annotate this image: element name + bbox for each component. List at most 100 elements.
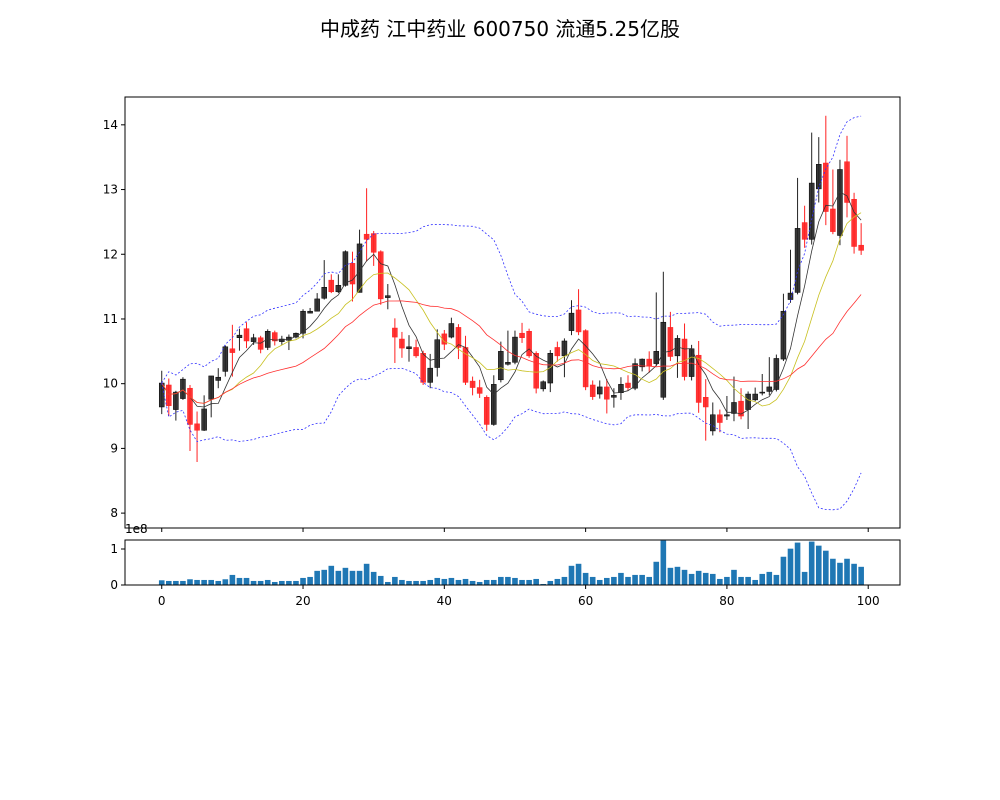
- candle: [611, 388, 617, 408]
- volume-bar: [582, 572, 589, 585]
- volume-bar: [801, 571, 808, 585]
- candle-body: [399, 338, 405, 349]
- volume-bar: [279, 580, 285, 585]
- volume-bar: [490, 579, 497, 585]
- candle: [243, 322, 250, 349]
- candle-body: [653, 351, 660, 364]
- volume-bar: [837, 562, 843, 585]
- volume-bar: [858, 566, 864, 585]
- candle-body: [448, 323, 455, 338]
- candle-body: [314, 298, 320, 312]
- volume-bar: [681, 569, 688, 585]
- x-tick-label: 40: [437, 594, 452, 608]
- candle: [462, 335, 469, 385]
- volume-bar: [222, 579, 229, 585]
- candle: [512, 330, 518, 365]
- ma10-line: [161, 212, 862, 407]
- candle-body: [250, 337, 257, 342]
- candle-body: [349, 263, 356, 285]
- volume-bar: [229, 574, 236, 585]
- candle-body: [604, 386, 610, 400]
- candle: [392, 318, 398, 363]
- candle-body: [695, 354, 702, 403]
- volume-bar: [314, 570, 320, 585]
- volume-bar: [787, 548, 794, 585]
- volume-bar: [851, 563, 857, 585]
- volume-bar: [674, 566, 681, 585]
- volume-bar: [823, 550, 829, 585]
- volume-bar: [300, 577, 306, 585]
- volume-bar: [286, 580, 292, 585]
- volume-bar: [639, 574, 645, 585]
- candle-body: [561, 340, 568, 357]
- candle: [342, 250, 349, 287]
- candle: [858, 223, 864, 255]
- volume-bar: [519, 579, 525, 585]
- candle-body: [300, 310, 306, 334]
- candle: [752, 387, 758, 402]
- candle-body: [272, 332, 278, 342]
- candle: [257, 335, 264, 354]
- candle-body: [837, 169, 843, 236]
- candle-body: [173, 391, 179, 410]
- volume-bar: [356, 570, 363, 585]
- candle-body: [618, 384, 624, 393]
- candle-body: [611, 395, 617, 398]
- volume-bar: [512, 577, 518, 585]
- y-tick-label: 10: [103, 377, 118, 391]
- volume-bar: [759, 573, 766, 585]
- candle: [363, 188, 370, 262]
- candle: [377, 250, 384, 305]
- volume-bar: [646, 576, 653, 585]
- price-axes: 8 9 10 11 12 13 14: [103, 96, 901, 532]
- candle: [229, 324, 236, 377]
- candle-body: [823, 162, 829, 212]
- candle-body: [589, 384, 596, 397]
- candle: [695, 340, 702, 413]
- candle-body: [208, 375, 214, 400]
- candle: [307, 307, 313, 314]
- volume-bar: [604, 577, 610, 585]
- candle: [830, 169, 836, 235]
- candle: [660, 271, 667, 400]
- candle: [356, 229, 363, 293]
- volume-bar: [533, 578, 539, 585]
- volume-bar: [257, 580, 264, 585]
- candle-body: [321, 287, 327, 299]
- candle: [653, 292, 660, 366]
- candle-body: [307, 310, 313, 314]
- y-tick-label: 0: [110, 578, 118, 592]
- candle: [851, 192, 857, 254]
- candle: [455, 324, 462, 360]
- volume-bar: [738, 576, 744, 585]
- volume-bar: [335, 570, 342, 585]
- volume-bar: [215, 580, 222, 585]
- volume-bar: [187, 579, 193, 585]
- candle-body: [816, 164, 822, 190]
- volume-bar: [505, 576, 511, 585]
- volume-bar: [575, 563, 582, 585]
- candle: [194, 411, 200, 462]
- candle: [173, 390, 179, 421]
- candle: [476, 379, 483, 398]
- y-tick-label: 14: [103, 118, 118, 132]
- volume-bar: [250, 580, 257, 585]
- candle-body: [222, 346, 229, 372]
- candle: [180, 377, 186, 400]
- volume-bar: [483, 579, 490, 585]
- candle-body: [236, 334, 243, 338]
- candle-body: [420, 353, 426, 383]
- candle: [222, 345, 229, 377]
- candle: [166, 378, 172, 417]
- volume-bar: [363, 563, 370, 585]
- candle: [434, 329, 441, 377]
- volume-bar: [385, 581, 391, 585]
- candle: [279, 335, 285, 345]
- volume-bar: [158, 580, 165, 585]
- candle-body: [243, 328, 250, 342]
- candle-body: [166, 384, 172, 406]
- candle: [483, 395, 490, 431]
- volume-bar: [399, 579, 405, 585]
- volume-bar: [568, 565, 575, 585]
- volume-bar: [243, 577, 250, 585]
